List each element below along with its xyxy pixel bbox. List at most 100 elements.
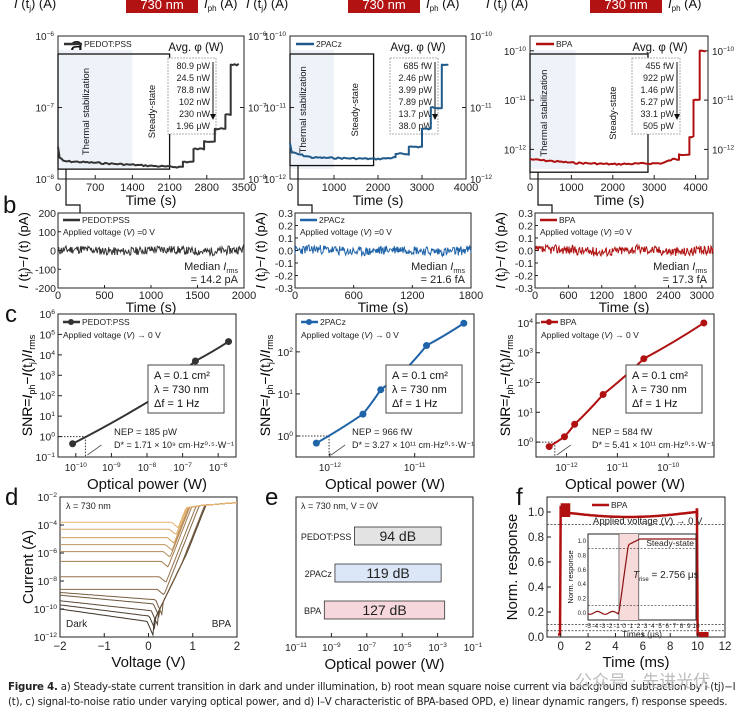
panel-a-pedotpss: I (tj) (A) 730 nm Iph (A) 0 700 1400 2100 2800 3…	[14, 0, 267, 225]
tick-label: 10−1	[464, 642, 483, 654]
tick-label: 10−9	[102, 462, 121, 474]
legend-marker	[546, 319, 552, 325]
tick-label: 10−6	[35, 31, 54, 43]
power-list-title: Avg. φ (W)	[632, 42, 687, 54]
right-axis-title: Iph (A)	[668, 0, 701, 13]
inset-x-tick-label: 7	[673, 623, 677, 630]
applied-voltage-label: Applied voltage (V) → 0 V	[593, 516, 703, 527]
panel-a-2pacz: I (tj) (A) 730 nm Iph (A) 0 1000 2000 3000 4000…	[246, 0, 493, 225]
panel-label-e: e	[265, 484, 278, 511]
device-label: BPA	[212, 619, 232, 630]
thermal-shade	[58, 50, 133, 169]
inset-y-tick-label: 0.4	[578, 582, 587, 588]
x-tick-label: 4000	[683, 182, 707, 194]
power-list-item: 230 nW	[179, 109, 211, 119]
x-tick-label: 1200	[590, 290, 614, 302]
tick-label: 10−12	[712, 144, 735, 156]
panel-c-2pacz: 10−12 10−11 100 101 102 Optical power (W) SNR=…	[257, 313, 475, 493]
x-tick-label: 2800	[195, 182, 219, 194]
x-tick-label: 600	[344, 290, 362, 302]
x-tick-label: 600	[559, 290, 577, 302]
steady-state-label: Steady-state	[350, 83, 361, 136]
parameter-box	[385, 364, 463, 414]
legend-marker	[306, 319, 312, 325]
tick-label: 106	[40, 309, 56, 321]
current-trace	[57, 63, 240, 169]
tick-label: 100	[40, 432, 56, 444]
power-list-item: 5.27 pW	[640, 97, 674, 107]
y-tick-label: 0.6	[528, 557, 544, 569]
tick-label: 10−8	[138, 462, 157, 474]
y-tick-label: 0.8	[528, 532, 544, 544]
inset-y-tick-label: 0.2	[578, 597, 587, 603]
x-tick-label: 1800	[623, 290, 647, 302]
steady-state-label: Steady-state	[608, 86, 619, 139]
tick-label: 102	[40, 391, 56, 403]
x-axis-title: Time (ms)	[603, 654, 670, 671]
response-trace	[557, 505, 709, 636]
legend-label: PEDOT:PSS	[82, 215, 130, 225]
tick-label: 10−11	[712, 95, 734, 107]
wavelength-badge-text: 730 nm	[362, 0, 405, 12]
x-tick-label: −1	[98, 641, 111, 653]
steady-state-label: Steady-state	[646, 538, 694, 548]
inset-trace	[587, 538, 696, 615]
y-tick-label: 0.2	[518, 221, 533, 233]
x-tick-label: 10	[691, 641, 704, 653]
power-list-item: 1.96 μW	[176, 121, 210, 131]
x-tick-label: 2000	[232, 290, 256, 302]
x-tick-label: 3000	[642, 182, 666, 194]
left-axis-title: I (tj) (A)	[246, 0, 288, 13]
y-axis-title: I (tj)−I (t) (pA)	[493, 212, 510, 289]
power-list-item: 102 nW	[179, 97, 211, 107]
x-tick-label: 0	[527, 182, 533, 194]
tick-label: 10−2	[38, 492, 58, 504]
figure-caption: Figure 4. a) Steady-state current transi…	[8, 680, 748, 710]
nep-label: NEP = 966 fW	[352, 427, 412, 438]
ldr-device-label: PEDOT:PSS	[301, 532, 352, 542]
nep-pointer	[87, 444, 102, 456]
inset-x-tick-label: -3	[600, 623, 606, 630]
power-list-box	[631, 57, 681, 135]
y-tick-label: 0.3	[518, 208, 533, 220]
ldr-value: 94 dB	[379, 528, 416, 544]
snr-point	[599, 390, 607, 398]
panel-label-b: b	[3, 192, 16, 219]
nep-pointer	[330, 444, 346, 456]
median-value: = 14.2 pA	[191, 274, 239, 286]
tail-block	[698, 632, 709, 637]
ringing-block	[560, 503, 571, 517]
inset-y-tick-label: 0.8	[578, 554, 587, 560]
x-tick-label: 1400	[120, 182, 144, 194]
tick-label: 10−6	[248, 31, 267, 43]
y-tick-label: 0	[50, 246, 56, 258]
applied-voltage-label: Applied voltage (V) → 0 V	[301, 330, 399, 340]
inset-x-tick-label: 1	[629, 623, 633, 630]
left-axis-title: I (tj) (A)	[14, 0, 56, 13]
x-axis-title: Time (s)	[353, 192, 404, 208]
condition-label: λ = 730 nm, V = 0V	[301, 501, 378, 511]
y-tick-label: 0.0	[518, 246, 533, 258]
ldr-bar	[323, 600, 446, 620]
panel-label-d: d	[5, 484, 18, 511]
tick-label: 10−11	[470, 103, 492, 115]
tick-label: 10−10	[65, 462, 88, 474]
steady-state-box	[289, 53, 375, 167]
power-list-item: 922 pW	[643, 73, 675, 83]
tick-label: 10−7	[358, 642, 377, 654]
x-tick-label: 1200	[400, 290, 424, 302]
tick-label: 10−3	[428, 642, 447, 654]
y-tick-label: 0.1	[518, 233, 533, 245]
tick-label: 102	[278, 347, 294, 359]
y-tick-label: -0.3	[515, 283, 533, 295]
tick-label: 10−4	[38, 520, 58, 532]
y-tick-label: -100	[35, 264, 56, 276]
wavelength-badge	[126, 0, 198, 13]
tick-label: 101	[518, 407, 534, 419]
ldr-device-label: 2PACz	[305, 569, 333, 579]
x-tick-label: 2	[585, 641, 591, 653]
x-axis-title: Time (s)	[126, 192, 177, 208]
legend-marker	[68, 319, 74, 325]
ldr-bar	[354, 526, 442, 546]
ldr-bar	[334, 563, 442, 583]
